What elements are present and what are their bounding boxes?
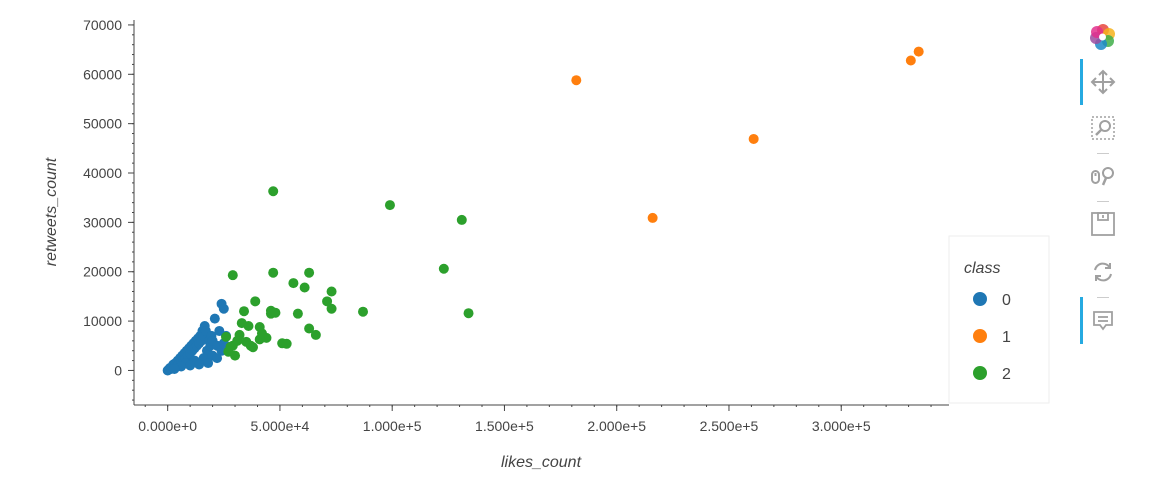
- data-point: [304, 267, 315, 278]
- legend-marker: [973, 329, 987, 343]
- data-point: [239, 306, 250, 317]
- x-tick-label: 2.500e+5: [700, 418, 759, 434]
- data-point: [463, 308, 474, 319]
- data-point: [194, 359, 205, 370]
- x-tick-label: 2.000e+5: [587, 418, 646, 434]
- box-zoom-icon[interactable]: [1088, 113, 1118, 143]
- data-point: [268, 186, 279, 197]
- data-point: [185, 360, 196, 371]
- data-point: [310, 329, 321, 340]
- data-point: [304, 323, 315, 334]
- y-tick-label: 30000: [83, 214, 122, 230]
- toolbar: [1078, 14, 1128, 354]
- data-point: [288, 278, 299, 289]
- data-point: [256, 328, 267, 339]
- data-point: [218, 303, 229, 314]
- data-point: [571, 75, 582, 86]
- data-point: [212, 353, 223, 364]
- x-axis: 0.000e+0 5.000e+4 1.000e+5 1.500e+5 2.000e+5…: [134, 404, 949, 434]
- legend-label: 1: [1002, 329, 1011, 346]
- data-point: [281, 338, 292, 349]
- x-tick-label: 5.000e+4: [251, 418, 310, 434]
- legend-label: 2: [1002, 366, 1011, 383]
- data-point: [326, 303, 337, 314]
- legend-marker: [973, 366, 987, 380]
- data-point: [358, 306, 369, 317]
- data-point: [250, 296, 261, 307]
- x-tick-label: 1.500e+5: [475, 418, 534, 434]
- x-axis-title: likes_count: [501, 454, 582, 471]
- y-tick-label: 10000: [83, 313, 122, 329]
- pan-icon[interactable]: [1088, 67, 1118, 97]
- x-tick-label: 0.000e+0: [138, 418, 197, 434]
- data-point: [647, 212, 658, 223]
- data-point: [227, 270, 238, 281]
- data-point: [221, 331, 232, 342]
- data-point: [913, 46, 924, 57]
- legend-box: [948, 235, 1050, 404]
- toolbar-divider: [1097, 201, 1109, 202]
- legend: class 0 1 2: [948, 235, 1050, 404]
- data-point: [326, 286, 337, 297]
- toolbar-divider: [1097, 297, 1109, 298]
- bokeh-logo-icon[interactable]: [1088, 22, 1118, 52]
- save-icon[interactable]: [1088, 209, 1118, 239]
- points-layer: [162, 46, 924, 376]
- pan-active-indicator: [1080, 59, 1083, 105]
- data-point: [748, 133, 759, 144]
- x-tick-label: 1.000e+5: [363, 418, 422, 434]
- data-point: [292, 308, 303, 319]
- data-point: [299, 282, 310, 293]
- y-tick-label: 70000: [83, 17, 122, 33]
- legend-title: class: [964, 260, 1000, 277]
- y-tick-label: 40000: [83, 165, 122, 181]
- reset-icon[interactable]: [1088, 257, 1118, 287]
- data-point: [268, 267, 279, 278]
- data-point: [232, 335, 243, 346]
- data-point: [209, 313, 220, 324]
- legend-label: 0: [1002, 292, 1011, 309]
- data-point: [236, 318, 247, 329]
- y-axis-title: retweets_count: [43, 157, 60, 266]
- y-tick-label: 50000: [83, 116, 122, 132]
- data-point: [270, 307, 281, 318]
- y-tick-label: 20000: [83, 264, 122, 280]
- wheel-zoom-icon[interactable]: [1088, 161, 1118, 191]
- data-point: [456, 214, 467, 225]
- data-point: [203, 358, 214, 369]
- data-point: [245, 340, 256, 351]
- x-tick-label: 3.000e+5: [812, 418, 871, 434]
- data-point: [322, 296, 333, 307]
- data-point: [905, 55, 916, 66]
- legend-marker: [973, 292, 987, 306]
- toolbar-divider: [1097, 153, 1109, 154]
- y-axis: 0 10000 20000 30000 40000 50000 60000 70000: [83, 17, 135, 405]
- data-point: [384, 200, 395, 211]
- data-point: [169, 363, 180, 374]
- data-point: [223, 346, 234, 357]
- y-tick-label: 60000: [83, 66, 122, 82]
- hover-icon[interactable]: [1088, 306, 1118, 336]
- data-point: [438, 263, 449, 274]
- y-tick-label: 0: [114, 362, 122, 378]
- hover-active-indicator: [1080, 297, 1083, 344]
